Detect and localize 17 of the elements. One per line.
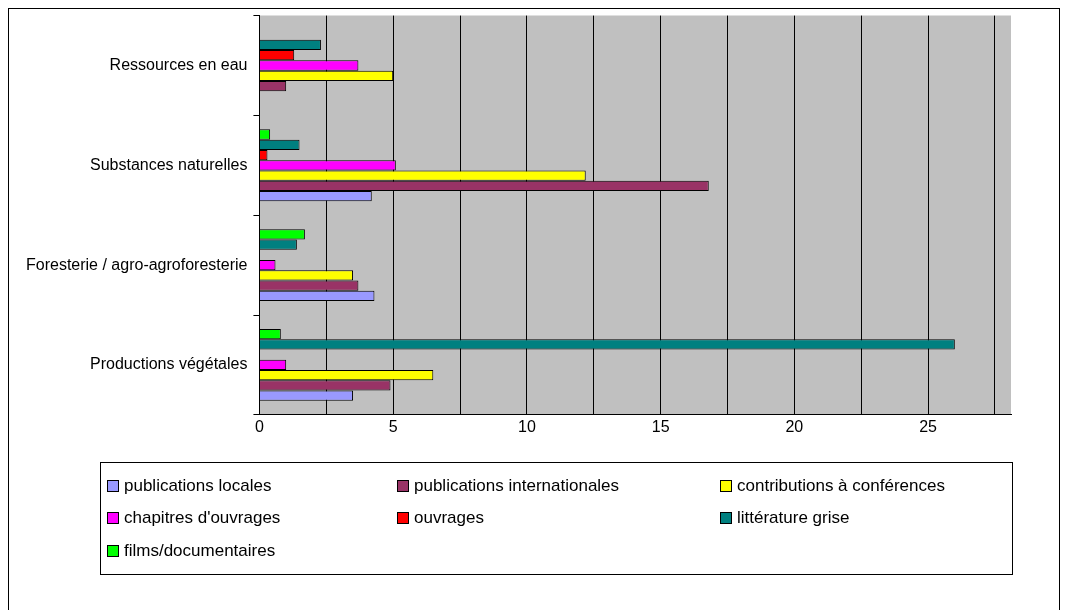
legend-label: chapitres d'ouvrages	[124, 508, 281, 529]
legend-label: films/documentaires	[124, 540, 276, 561]
x-tick-label: 5	[388, 417, 398, 435]
legend-label: publications internationales	[414, 476, 620, 497]
y-tick-label: Substances naturelles	[89, 155, 248, 173]
y-tick-label: Ressources en eau	[109, 55, 248, 73]
y-tick-label: Foresterie / agro-agroforesterie	[25, 255, 248, 273]
x-tick-label: 10	[517, 417, 536, 435]
x-tick-label: 20	[785, 417, 804, 435]
y-tick-label: Productions végétales	[89, 355, 248, 373]
legend-label: littérature grise	[737, 508, 850, 529]
legend-label: ouvrages	[414, 508, 484, 529]
x-tick-label: 25	[919, 417, 938, 435]
x-tick-label: 0	[254, 417, 264, 435]
x-tick-label: 15	[651, 417, 670, 435]
legend-label: contributions à conférences	[737, 476, 945, 497]
legend-label: publications locales	[124, 476, 272, 497]
